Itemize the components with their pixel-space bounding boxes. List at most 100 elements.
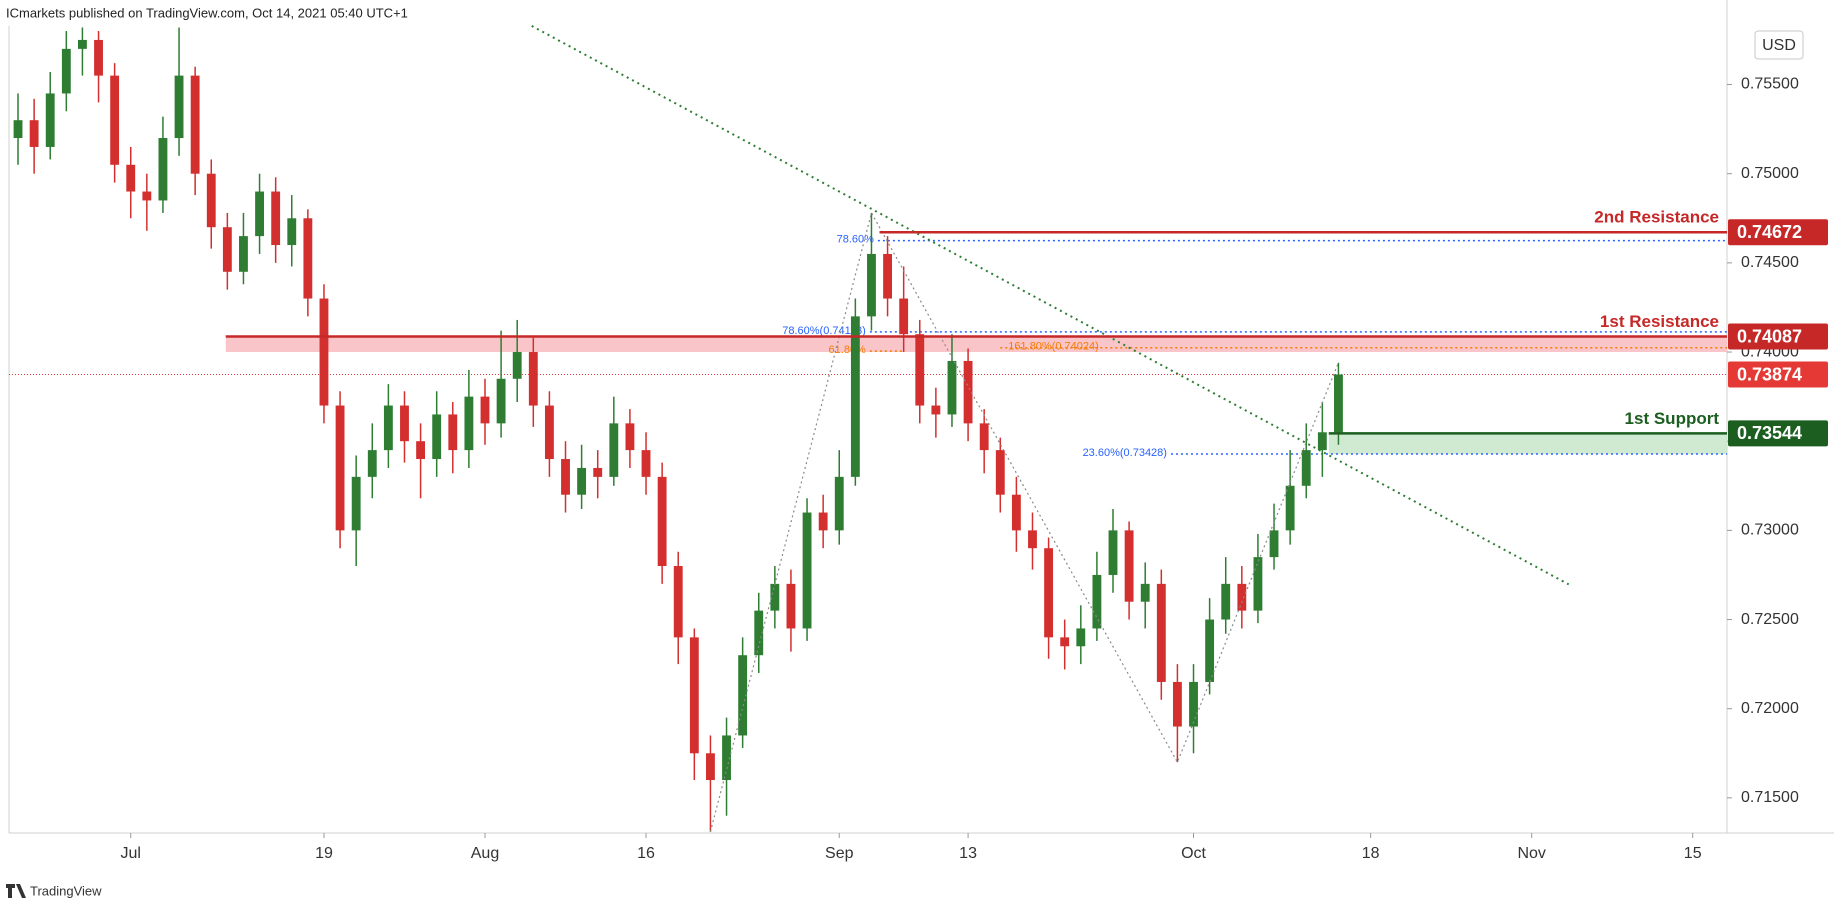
candle-body (367, 450, 377, 477)
candle-body (239, 236, 248, 272)
level-price-box (1728, 420, 1828, 447)
candle-body (593, 467, 603, 477)
candle-body (802, 512, 812, 629)
candle-body (641, 450, 651, 477)
candle-body (706, 753, 715, 781)
candle-body (1237, 583, 1247, 611)
y-tick-label: 0.71500 (1741, 789, 1799, 806)
x-tick-label: Aug (471, 845, 499, 862)
level-price: 0.73544 (1737, 423, 1802, 443)
candle-body (1156, 583, 1166, 682)
candle-body (271, 191, 281, 246)
level-label: 1st Resistance (1600, 312, 1719, 331)
x-tick-label: 15 (1684, 845, 1702, 862)
candle-body (915, 334, 925, 406)
candle-body (383, 405, 393, 451)
candle-body (850, 316, 860, 477)
candle-body (432, 414, 442, 460)
candle-body (1076, 628, 1086, 647)
current-price: 0.73874 (1737, 364, 1802, 384)
candle-body (190, 75, 200, 174)
header-bg (0, 0, 420, 26)
level-label: 1st Support (1625, 409, 1720, 428)
candle-body (722, 735, 731, 781)
current-price-box (1728, 361, 1828, 388)
candle-body (770, 583, 780, 611)
candle-body (1028, 530, 1037, 549)
candle-body (544, 405, 554, 460)
candle-body (126, 164, 136, 192)
candle-body (899, 298, 909, 335)
x-tick-label: 13 (959, 845, 977, 862)
candle-body (657, 476, 667, 567)
y-tick-label: 0.74500 (1741, 254, 1799, 271)
fib-label: 23.60%(0.73428) (1083, 447, 1167, 459)
fib-label: 78.60%(0.74113) (782, 325, 866, 337)
candle-body (1317, 432, 1327, 451)
candle-body (1140, 583, 1150, 602)
candle-body (480, 396, 490, 424)
candle-body (287, 218, 297, 246)
candle-body (1092, 574, 1102, 629)
header-source: ICmarkets published on TradingView.com, … (6, 5, 408, 20)
candle-body (738, 655, 748, 736)
candle-body (351, 476, 361, 531)
candle-body (303, 218, 313, 299)
fib-label: 61.80% (829, 344, 867, 356)
level-price: 0.74087 (1737, 326, 1802, 346)
level-label: 2nd Resistance (1594, 208, 1719, 227)
candle-body (561, 459, 570, 495)
candle-body (142, 191, 152, 201)
x-tick-label: 16 (637, 845, 655, 862)
candle-body (609, 423, 619, 477)
candle-body (1011, 494, 1021, 531)
candle-body (1269, 530, 1279, 558)
candle-body (979, 423, 989, 451)
candle-body (1172, 681, 1182, 727)
x-tick-label: 19 (315, 845, 333, 862)
x-tick-label: Nov (1517, 845, 1545, 862)
candle-body (174, 75, 184, 139)
x-tick-label: Sep (825, 845, 854, 862)
y-tick-label: 0.72000 (1741, 700, 1799, 717)
fib-label: 78.60% (837, 233, 875, 245)
candle-body (29, 120, 39, 147)
candle-body (512, 352, 522, 379)
candle-body (13, 120, 23, 139)
candle-body (448, 414, 458, 451)
candle-body (995, 450, 1005, 495)
candle-body (1124, 530, 1134, 602)
candle-body (335, 405, 345, 531)
candle-body (110, 75, 120, 165)
candle-body (61, 48, 71, 94)
candle-body (1189, 681, 1198, 727)
brand-logo (6, 884, 26, 898)
candle-body (577, 467, 587, 495)
candle-body (818, 512, 828, 531)
candle-body (1108, 530, 1118, 575)
candle-body (883, 253, 892, 299)
candle-body (78, 39, 87, 49)
branding: TradingView (30, 883, 102, 898)
y-tick-label: 0.75500 (1741, 76, 1799, 93)
candle-body (754, 610, 764, 656)
candle-body (1285, 485, 1295, 531)
candle-body (1221, 583, 1231, 620)
trend-line (531, 25, 1570, 586)
candle-body (834, 476, 844, 531)
level-price: 0.74672 (1737, 222, 1802, 242)
level-zone (225, 336, 1728, 353)
candle-body (1205, 619, 1215, 682)
candle-body (625, 423, 635, 451)
candle-body (867, 253, 876, 317)
candle-body (45, 93, 55, 147)
candle-body (255, 191, 264, 237)
x-tick-label: Jul (121, 845, 141, 862)
y-tick-label: 0.75000 (1741, 165, 1799, 182)
candle-body (1060, 637, 1070, 647)
fib-label: 161.80%(0.74024) (1008, 341, 1099, 353)
candle-body (496, 378, 506, 424)
x-tick-label: Oct (1181, 845, 1206, 862)
level-price-box (1728, 323, 1828, 350)
